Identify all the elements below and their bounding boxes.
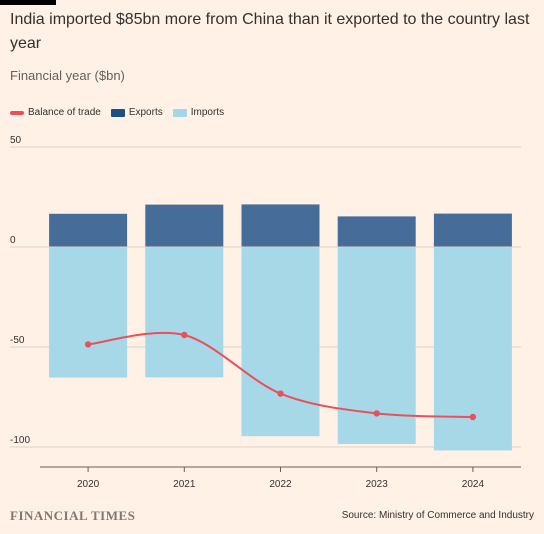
legend-swatch-imports bbox=[172, 108, 187, 117]
ft-logo: FINANCIAL TIMES bbox=[10, 508, 136, 523]
x-tick-label-2023: 2023 bbox=[366, 479, 389, 490]
legend-label-exports: Exports bbox=[128, 107, 163, 118]
chart-plot: 50 0 -50 -100 2020 2021 2022 2023 2024 bbox=[10, 135, 521, 490]
y-tick-label-3: -100 bbox=[10, 435, 30, 446]
legend-swatch-exports bbox=[110, 108, 125, 117]
legend-item-balance: Balance of trade bbox=[10, 107, 101, 118]
x-tick-label-2024: 2024 bbox=[462, 479, 485, 490]
imports-bar-2021 bbox=[145, 247, 224, 378]
balance-point-2022 bbox=[277, 390, 284, 397]
legend-label-balance: Balance of trade bbox=[28, 107, 101, 118]
chart-legend: Balance of trade Exports Imports bbox=[10, 107, 234, 118]
source-note: Source: Ministry of Commerce and Industr… bbox=[341, 510, 534, 521]
x-tick-label-2022: 2022 bbox=[269, 479, 292, 490]
y-tick-label-1: 0 bbox=[10, 235, 16, 246]
legend-label-imports: Imports bbox=[190, 107, 225, 118]
exports-bar-2020 bbox=[49, 213, 128, 247]
balance-point-2024 bbox=[469, 413, 477, 421]
chart-title: India imported $85bn more from China tha… bbox=[10, 11, 530, 52]
balance-point-2021 bbox=[181, 331, 188, 339]
legend-item-exports: Exports bbox=[110, 107, 163, 118]
legend-swatch-balance bbox=[10, 110, 24, 115]
x-tick-label-2021: 2021 bbox=[173, 479, 196, 490]
balance-point-2023 bbox=[373, 410, 380, 417]
y-tick-label-2: -50 bbox=[10, 335, 25, 346]
exports-bar-2022 bbox=[241, 204, 320, 247]
brand-bar bbox=[0, 0, 56, 5]
y-tick-label-0: 50 bbox=[10, 135, 22, 146]
x-tick-label-2020: 2020 bbox=[77, 479, 100, 490]
imports-bar-2022 bbox=[241, 247, 320, 437]
chart-subtitle: Financial year ($bn) bbox=[10, 68, 125, 83]
balance-point-2020 bbox=[84, 341, 92, 348]
exports-bar-2021 bbox=[145, 204, 224, 247]
legend-item-imports: Imports bbox=[172, 107, 225, 118]
imports-bar-2020 bbox=[49, 247, 128, 378]
exports-bar-2024 bbox=[433, 213, 512, 247]
exports-bar-2023 bbox=[337, 216, 416, 247]
